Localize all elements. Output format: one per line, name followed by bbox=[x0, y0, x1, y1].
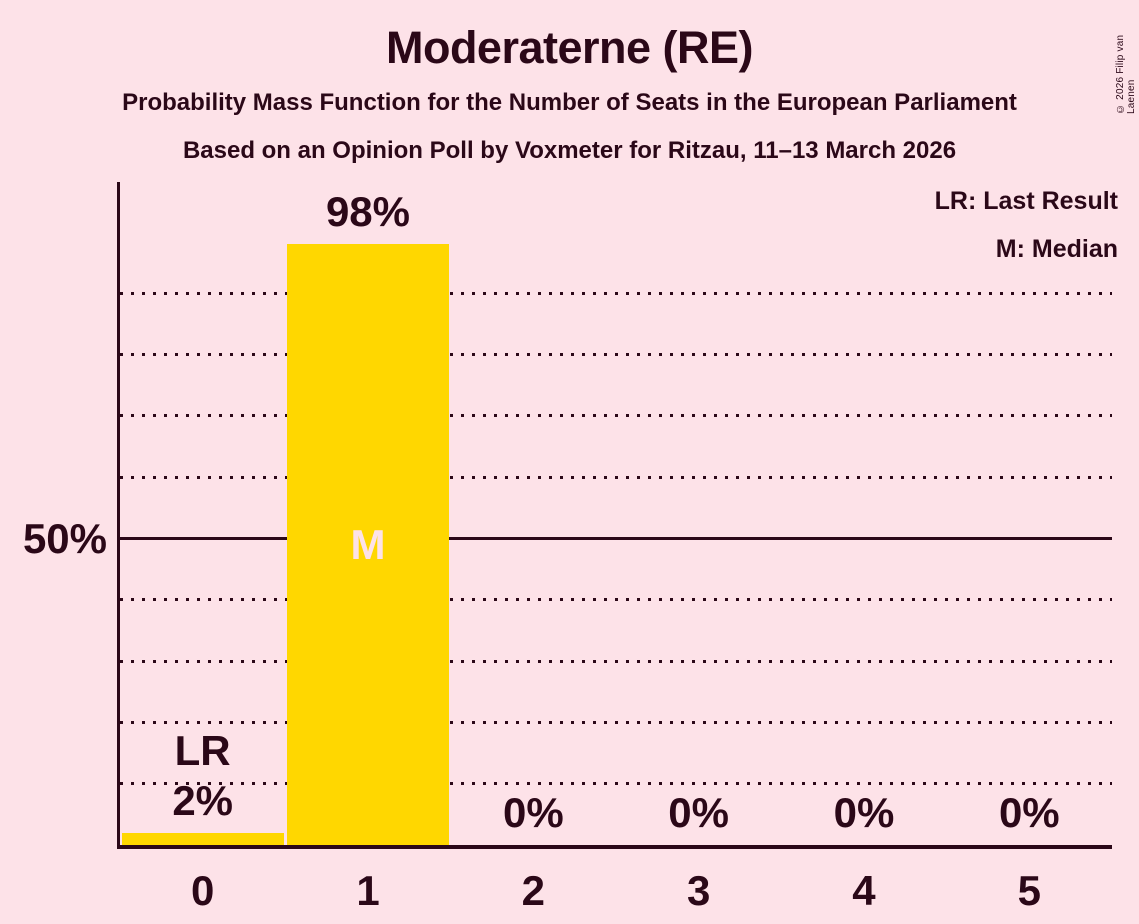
y-axis-tick-label-50: 50% bbox=[22, 515, 107, 562]
x-tick-label-2: 2 bbox=[521, 867, 545, 914]
chart-subtitle-line2: Based on an Opinion Poll by Voxmeter for… bbox=[182, 137, 957, 164]
x-tick-label-3: 3 bbox=[686, 867, 711, 914]
gridline-90 bbox=[120, 291, 1112, 295]
gridline-70 bbox=[120, 414, 1112, 418]
x-tick-label-0: 0 bbox=[190, 867, 215, 914]
gridline-40 bbox=[120, 598, 1112, 602]
bar-column-2: 0% bbox=[451, 232, 616, 845]
x-axis-labels: 0 1 2 3 4 5 bbox=[120, 866, 1112, 916]
bar-columns: 2% LR 98% M 0% 0% 0% 0% bbox=[120, 188, 1112, 845]
chart-title: Moderaterne (RE) bbox=[385, 22, 754, 73]
x-tick-label-4: 4 bbox=[852, 867, 876, 914]
bar-value-label-5: 0% bbox=[998, 789, 1060, 836]
bar-column-3: 0% bbox=[616, 232, 781, 845]
legend-last-result: LR: Last Result bbox=[934, 187, 1118, 215]
x-tick-label-5: 5 bbox=[1017, 867, 1041, 914]
last-result-label: LR bbox=[174, 726, 231, 774]
x-axis-line bbox=[117, 845, 1112, 849]
gridline-60 bbox=[120, 475, 1112, 479]
bar-column-5: 0% bbox=[947, 232, 1112, 845]
median-label: M bbox=[350, 520, 386, 568]
bar-value-label-3: 0% bbox=[668, 789, 729, 836]
bar-column-1: 98% M bbox=[285, 188, 450, 845]
bar-value-label-1: 98% bbox=[325, 188, 411, 236]
bar-value-label-0: 2% bbox=[172, 776, 234, 824]
bar-column-0: 2% LR bbox=[120, 232, 285, 845]
plot-area: 2% LR 98% M 0% 0% 0% 0% bbox=[120, 188, 1112, 845]
y-axis-line bbox=[117, 182, 120, 849]
copyright-notice: © 2026 Filip van Laenen bbox=[1115, 34, 1137, 114]
x-tick-label-1: 1 bbox=[356, 867, 380, 914]
bar-value-label-4: 0% bbox=[833, 789, 895, 836]
bar-seat-1 bbox=[286, 244, 450, 845]
gridline-50-solid bbox=[120, 537, 1112, 540]
gridline-20 bbox=[120, 720, 1112, 724]
gridline-30 bbox=[120, 659, 1112, 663]
bar-seat-0 bbox=[121, 832, 284, 845]
legend-median: M: Median bbox=[995, 235, 1118, 263]
chart-subtitle-line1: Probability Mass Function for the Number… bbox=[122, 89, 1017, 116]
bar-column-4: 0% bbox=[781, 232, 946, 845]
gridline-80 bbox=[120, 353, 1112, 357]
gridline-10 bbox=[120, 782, 1112, 786]
bar-value-label-2: 0% bbox=[502, 789, 564, 836]
